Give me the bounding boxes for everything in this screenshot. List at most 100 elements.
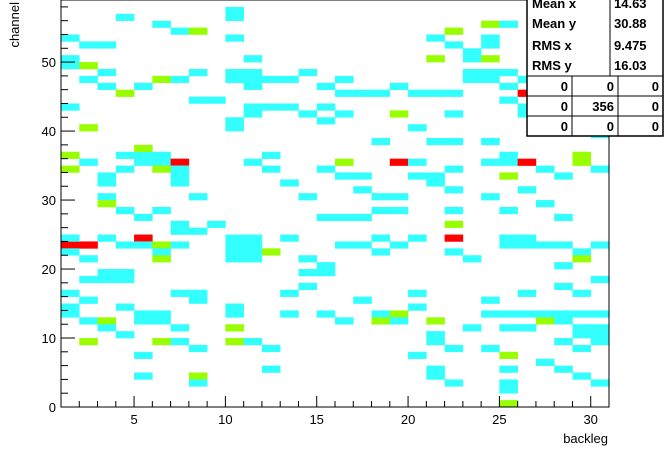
heatmap-cell xyxy=(61,310,80,318)
heatmap-cell xyxy=(554,338,573,346)
heatmap-cell xyxy=(499,234,518,242)
heatmap-cell xyxy=(170,220,190,228)
stats-value-rms-x: 9.475 xyxy=(614,38,647,53)
heatmap-cell xyxy=(115,269,135,277)
heatmap-cell xyxy=(261,365,281,373)
stats-grid-cell: 0 xyxy=(561,119,568,134)
heatmap-cell xyxy=(517,158,537,166)
heatmap-cell xyxy=(481,34,500,42)
heatmap-cell xyxy=(243,255,263,263)
heatmap-cell xyxy=(298,269,318,277)
heatmap-cell xyxy=(188,379,208,387)
heatmap-cell xyxy=(572,289,592,297)
heatmap-cell xyxy=(353,241,372,249)
heatmap-cell xyxy=(499,172,518,180)
heatmap-cell xyxy=(481,20,500,28)
stats-grid-cell: 0 xyxy=(607,79,614,94)
heatmap-cell xyxy=(243,82,263,90)
heatmap-cell xyxy=(554,365,573,373)
heatmap-cell xyxy=(590,338,610,346)
heatmap-cell xyxy=(426,89,445,97)
heatmap-cell xyxy=(134,82,153,90)
heatmap-cell xyxy=(389,193,409,201)
heatmap-cell xyxy=(444,165,464,173)
heatmap-cell xyxy=(152,310,171,318)
heatmap-cell xyxy=(408,303,427,311)
heatmap-cell xyxy=(371,193,391,201)
x-tick-label: 15 xyxy=(309,412,323,427)
heatmap-cell xyxy=(572,331,592,339)
heatmap-cell xyxy=(408,158,427,166)
heatmap-cell xyxy=(335,213,354,222)
stats-grid-cell: 0 xyxy=(561,79,568,94)
stats-value-mean-x: 14.63 xyxy=(614,0,647,11)
heatmap-cell xyxy=(499,68,518,77)
heatmap-cell xyxy=(261,75,281,84)
heatmap-cell xyxy=(188,27,208,35)
heatmap-cell xyxy=(517,310,537,318)
heatmap-cell xyxy=(444,234,464,242)
heatmap-cell xyxy=(115,275,135,284)
heatmap-cell xyxy=(444,89,464,97)
heatmap-cell xyxy=(371,89,391,97)
heatmap-cell xyxy=(115,13,135,21)
heatmap-cell xyxy=(225,310,244,318)
heatmap-cell xyxy=(353,89,372,97)
heatmap-cell xyxy=(134,310,153,318)
heatmap-cell xyxy=(152,165,171,173)
heatmap-cell xyxy=(61,62,80,70)
y-tick-label: 40 xyxy=(42,124,56,139)
heatmap-cell xyxy=(243,158,263,166)
heatmap-cell xyxy=(61,34,80,42)
heatmap-cell xyxy=(115,89,135,97)
heatmap-cell xyxy=(572,372,592,380)
heatmap-cell xyxy=(535,310,555,318)
heatmap-cell xyxy=(261,151,281,159)
heatmap-cell xyxy=(225,234,244,242)
heatmap-cell xyxy=(426,365,445,373)
x-tick-label: 10 xyxy=(218,412,232,427)
heatmap-cell xyxy=(408,172,427,180)
heatmap-cell xyxy=(188,296,208,304)
heatmap-cell xyxy=(572,310,592,318)
heatmap-cell xyxy=(79,75,98,84)
heatmap-cell xyxy=(389,110,409,118)
heatmap-cell xyxy=(408,89,427,97)
heatmap-cell xyxy=(115,151,135,159)
heatmap-cell xyxy=(316,82,336,90)
heatmap-cell xyxy=(261,165,281,173)
heatmap-cell xyxy=(170,75,190,84)
heatmap-cell xyxy=(280,310,299,318)
heatmap-cell xyxy=(590,275,610,284)
heatmap-cell xyxy=(371,137,391,146)
heatmap-cell xyxy=(152,317,171,325)
heatmap-cell xyxy=(462,255,482,263)
stats-box: Mean x 14.63 Mean y 30.88 RMS x 9.475 RM… xyxy=(526,0,664,137)
stats-value-mean-y: 30.88 xyxy=(614,16,647,31)
heatmap-cell xyxy=(554,317,573,325)
heatmap-cell xyxy=(225,324,244,332)
x-axis-title: backleg xyxy=(563,431,608,446)
heatmap-cell xyxy=(554,262,573,270)
heatmap-cell xyxy=(79,317,98,325)
heatmap-cell xyxy=(225,117,244,125)
heatmap-cell xyxy=(554,213,573,222)
heatmap-cell xyxy=(408,351,427,360)
heatmap-cell xyxy=(499,386,518,394)
heatmap-cell xyxy=(225,13,244,21)
y-tick-label: 0 xyxy=(49,400,56,415)
heatmap-cell xyxy=(535,317,555,325)
heatmap-cell xyxy=(353,172,372,180)
heatmap-cell xyxy=(590,241,610,249)
heatmap-cell xyxy=(97,200,117,208)
heatmap-cell xyxy=(554,172,573,180)
heatmap-cell xyxy=(499,151,518,159)
heatmap-cell xyxy=(170,158,190,166)
heatmap-cell xyxy=(115,331,135,339)
heatmap-cell xyxy=(371,310,391,318)
heatmap-cell xyxy=(426,331,445,339)
heatmap-cell xyxy=(481,310,500,318)
heatmap-cell xyxy=(97,234,117,242)
heatmap-cell xyxy=(426,137,445,146)
heatmap-cell xyxy=(134,151,153,159)
